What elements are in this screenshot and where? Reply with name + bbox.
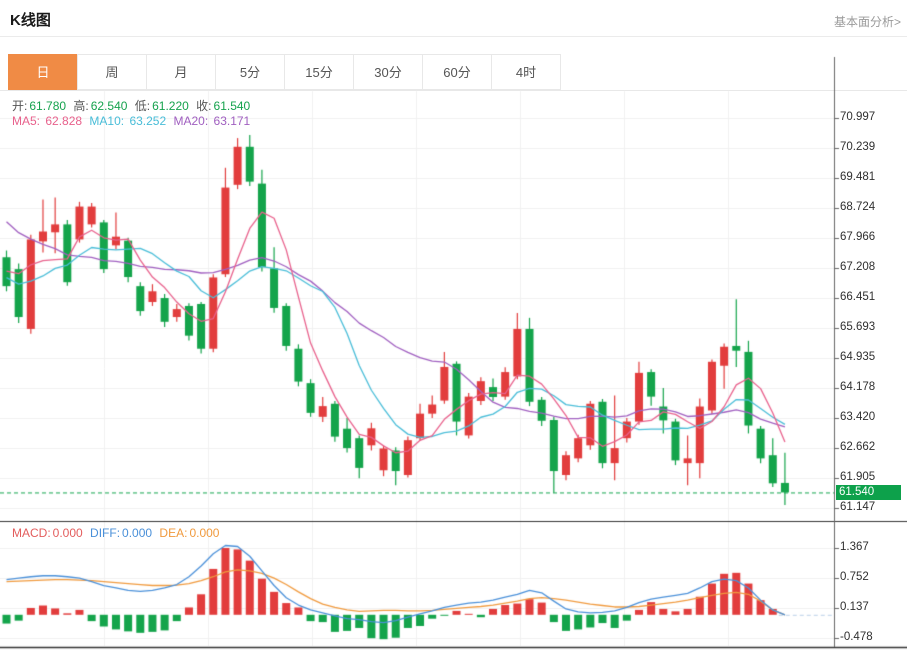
ma20-label: MA20: — [173, 114, 209, 128]
dea-value: 0.000 — [189, 526, 220, 540]
price-axis-label: 64.935 — [840, 351, 876, 364]
high-label: 高: — [73, 99, 89, 113]
close-value: 61.540 — [213, 99, 251, 113]
price-axis-label: 70.997 — [840, 111, 876, 123]
price-axis-label: 65.693 — [840, 321, 876, 333]
diff-value: 0.000 — [122, 526, 153, 540]
ma5-label: MA5: — [12, 114, 41, 128]
low-label: 低: — [134, 99, 151, 113]
ma-readout: MA5: 62.828 MA10: 63.252 MA20: 63.171 — [12, 114, 254, 128]
price-axis-label: 62.662 — [840, 441, 876, 453]
macd-label: MACD: — [12, 526, 51, 540]
open-label: 开: — [12, 99, 28, 113]
ma5-value: 62.828 — [45, 114, 83, 128]
price-axis-label: 63.420 — [840, 411, 876, 423]
price-axis-label: 67.966 — [840, 231, 876, 243]
macd-axis-label: 0.137 — [840, 601, 869, 614]
close-label: 收: — [196, 99, 212, 113]
macd-axis-label: 1.367 — [840, 541, 869, 554]
price-axis-label: 69.481 — [840, 171, 876, 184]
price-axis-label: 68.724 — [840, 200, 876, 213]
macd-readout: MACD: 0.000 DIFF: 0.000 DEA: 0.000 — [12, 526, 223, 540]
ma10-label: MA10: — [89, 114, 125, 128]
ma20-value: 63.171 — [213, 114, 251, 128]
dea-label: DEA: — [159, 526, 188, 540]
ohlc-readout: 开: 61.780 高: 62.540 低: 61.220 收: 61.540 — [12, 97, 254, 114]
price-axis-label: 64.178 — [840, 380, 876, 393]
price-axis-label: 70.239 — [840, 141, 876, 153]
price-axis-label: 66.451 — [840, 290, 876, 303]
diff-label: DIFF: — [90, 526, 121, 540]
low-value: 61.220 — [152, 99, 189, 113]
price-axis-label: 67.208 — [840, 261, 876, 274]
price-axis-label: 61.147 — [840, 501, 876, 513]
current-price-tag: 61.540 — [836, 484, 901, 500]
open-value: 61.780 — [29, 99, 67, 113]
macd-axis-label: 0.752 — [840, 571, 869, 584]
ma10-value: 63.252 — [129, 114, 167, 128]
price-axis-label: 61.905 — [840, 470, 876, 483]
macd-value: 0.000 — [52, 526, 83, 540]
macd-axis-label: -0.478 — [840, 631, 873, 644]
high-value: 62.540 — [90, 99, 128, 113]
